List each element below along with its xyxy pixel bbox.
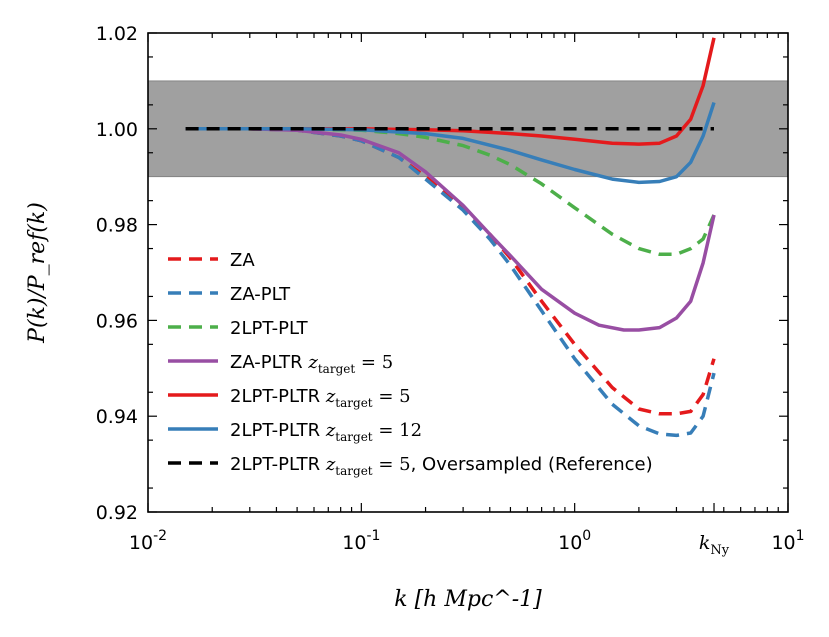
legend-label-4: 2LPT-PLTR ztarget = 5 xyxy=(230,386,411,410)
x-axis-label: k [h Mpc^-1] xyxy=(394,587,542,612)
legend-label-5: 2LPT-PLTR ztarget = 12 xyxy=(230,420,422,444)
legend-label-2: 2LPT-PLT xyxy=(230,318,309,339)
nyquist-label: kNy xyxy=(699,532,730,558)
y-tick-label: 1.00 xyxy=(96,119,138,141)
series-line-3 xyxy=(185,127,716,332)
y-tick-label: 0.94 xyxy=(96,406,138,428)
legend: ZA ZA-PLT 2LPT-PLT ZA-PLTR ztarget = 5 2LPT-… xyxy=(168,250,653,478)
y-tick-label: 0.92 xyxy=(96,502,138,524)
series-layer xyxy=(185,37,716,438)
legend-label-3: ZA-PLTR ztarget = 5 xyxy=(230,352,393,376)
axes-layer xyxy=(147,32,789,513)
y-tick-label: 0.96 xyxy=(96,310,138,332)
axis-labels-layer: k [h Mpc^-1] P(k)/P_ref(k) xyxy=(25,202,542,612)
x-tick-label: 10-2 xyxy=(129,528,167,554)
y-axis-label: P(k)/P_ref(k) xyxy=(25,202,50,344)
legend-label-6: 2LPT-PLTR ztarget = 5, Oversampled (Refe… xyxy=(230,454,653,478)
series-line-5 xyxy=(185,101,716,185)
legend-label-1: ZA-PLT xyxy=(230,284,291,305)
legend-label-0: ZA xyxy=(230,250,255,271)
y-tick-label: 0.98 xyxy=(96,215,138,237)
ticks-layer: 0.92 0.94 0.96 0.98 1.00 1.02 10-2 10-1 100 101 kN… xyxy=(96,23,805,558)
y-tick-label: 1.02 xyxy=(96,23,138,45)
x-tick-label: 101 xyxy=(771,528,804,554)
x-tick-label: 100 xyxy=(558,528,591,554)
plot-frame xyxy=(147,32,789,513)
x-tick-label: 10-1 xyxy=(342,528,380,554)
